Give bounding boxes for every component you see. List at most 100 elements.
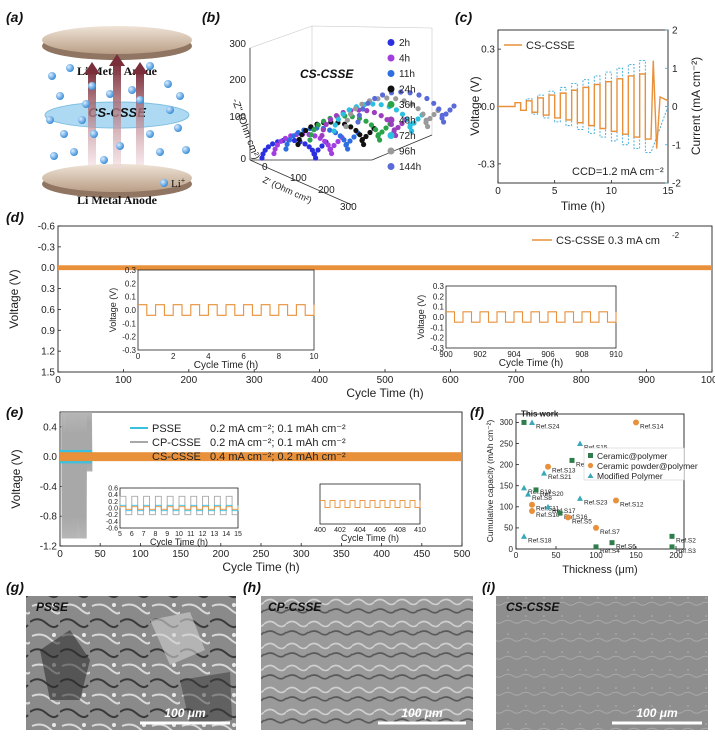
scatter-point xyxy=(521,419,527,425)
bottom-electrode xyxy=(42,164,192,192)
x-tick-label: 50 xyxy=(552,551,561,560)
panel-label-f: (f) xyxy=(470,404,484,420)
inset-y-label: Voltage (V) xyxy=(108,288,118,333)
inset-x-tick: 6 xyxy=(241,352,246,361)
inset-x-label: Cycle Time (h) xyxy=(341,533,399,543)
x-tick-label: 50 xyxy=(95,549,107,560)
eis-point xyxy=(416,92,422,98)
x-tick-label: 150 xyxy=(172,549,189,560)
scatter-point xyxy=(533,487,539,493)
inset-x-tick: 7 xyxy=(142,531,146,538)
legend-marker xyxy=(387,132,395,139)
li-ion xyxy=(48,72,56,80)
inset-y-tick: 0.0 xyxy=(108,506,118,513)
inset-y-tick: 0.2 xyxy=(108,499,118,506)
eis-point xyxy=(398,89,404,95)
eis-point xyxy=(335,116,341,122)
eis-point xyxy=(327,127,333,133)
eis-point xyxy=(436,106,442,112)
eis-point xyxy=(373,127,379,133)
li-ion xyxy=(88,82,96,90)
x-tick-label: 150 xyxy=(629,551,643,560)
li-ion xyxy=(106,90,114,98)
y-tick-label: 0 xyxy=(509,545,514,554)
eis-point xyxy=(313,155,319,161)
x-axis-label: Time (h) xyxy=(561,199,605,213)
b-x-tick: 300 xyxy=(340,202,357,213)
eis-point xyxy=(360,106,366,112)
legend-marker xyxy=(387,70,395,77)
li-ion xyxy=(136,96,144,104)
eis-point xyxy=(260,151,266,157)
x-tick-label: 10 xyxy=(606,186,618,197)
panel-label-i: (i) xyxy=(482,579,496,595)
eis-point xyxy=(353,127,359,134)
eis-point xyxy=(370,101,376,107)
comparison-cycling-plot: 0 50 100 150 200 250 300 350 400 450 500 0.4 0.0 -0.4… xyxy=(9,411,471,574)
inset-cs-csse xyxy=(320,499,421,509)
eis-point xyxy=(319,132,325,139)
inset-y-tick: -0.1 xyxy=(122,319,136,328)
eis-point xyxy=(378,102,384,108)
eis-point xyxy=(431,100,437,106)
inset-cs-csse xyxy=(120,506,239,510)
flux-arrow-head xyxy=(132,62,148,74)
x-tick-label: 0 xyxy=(514,551,519,560)
y-tick-label: 200 xyxy=(500,460,514,469)
panel-label-c: (c) xyxy=(455,9,472,25)
inset-y-tick: 0.0 xyxy=(433,313,445,322)
eis-point xyxy=(343,142,349,148)
y-tick-label: 50 xyxy=(504,524,513,533)
inset-x-label: Cycle Time (h) xyxy=(150,537,208,547)
flux-arrow-head xyxy=(109,54,125,66)
inset-x-label: Cycle Time (h) xyxy=(194,360,258,371)
flux-arrow-head xyxy=(84,62,100,74)
y-tick-label: -0.3 xyxy=(38,242,56,253)
legend-marker xyxy=(387,147,395,155)
scatter-point xyxy=(545,503,551,510)
cs-csse-series xyxy=(60,452,462,462)
legend-entry: 144h xyxy=(399,162,421,173)
eis-point xyxy=(332,122,338,128)
legend-marker xyxy=(387,54,395,62)
eis-point xyxy=(378,113,384,119)
y-tick-label: -0.6 xyxy=(38,222,56,233)
voltage-band xyxy=(58,265,712,271)
eis-point xyxy=(384,95,390,101)
b-x-tick: 0 xyxy=(262,162,268,173)
legend-entry: 96h xyxy=(399,147,416,158)
legend-marker xyxy=(587,462,594,469)
eis-point xyxy=(431,111,437,118)
inset-y-tick: -0.2 xyxy=(122,333,136,342)
inset-voltage-series xyxy=(138,304,315,316)
li-ion xyxy=(164,80,172,88)
eis-point xyxy=(367,129,373,136)
scatter-point xyxy=(633,419,639,426)
inset-x-tick: 15 xyxy=(234,531,242,538)
inset-x-tick: 6 xyxy=(130,531,134,538)
inset-y-tick: 0.3 xyxy=(125,266,137,275)
inset-y-tick: 0.4 xyxy=(108,492,118,499)
eis-point xyxy=(409,101,415,107)
eis-point xyxy=(308,132,314,138)
li-ion xyxy=(128,86,136,94)
li-ion-legend-label: Li+ xyxy=(171,176,186,190)
eis-point xyxy=(399,120,405,127)
x-tick-label: 300 xyxy=(293,549,310,560)
scatter-point xyxy=(529,501,535,508)
eis-point xyxy=(355,119,361,125)
eis-point xyxy=(420,111,426,117)
li-ion xyxy=(82,100,90,108)
scatter-point xyxy=(529,508,535,515)
eis-point xyxy=(331,142,337,149)
legend-entry: 2h xyxy=(399,38,410,49)
eis-point xyxy=(411,120,417,126)
eis-point xyxy=(284,141,290,147)
inset: 400 402 404 406 408 410 Cycle Time (h) xyxy=(314,483,426,543)
eis-point xyxy=(283,146,289,152)
eis-point xyxy=(415,116,421,122)
x-axis-label: Cycle Time (h) xyxy=(222,560,299,574)
x-tick-label: 0 xyxy=(57,549,63,560)
eis-point xyxy=(395,124,401,131)
inset-x-tick: 10 xyxy=(310,352,319,361)
